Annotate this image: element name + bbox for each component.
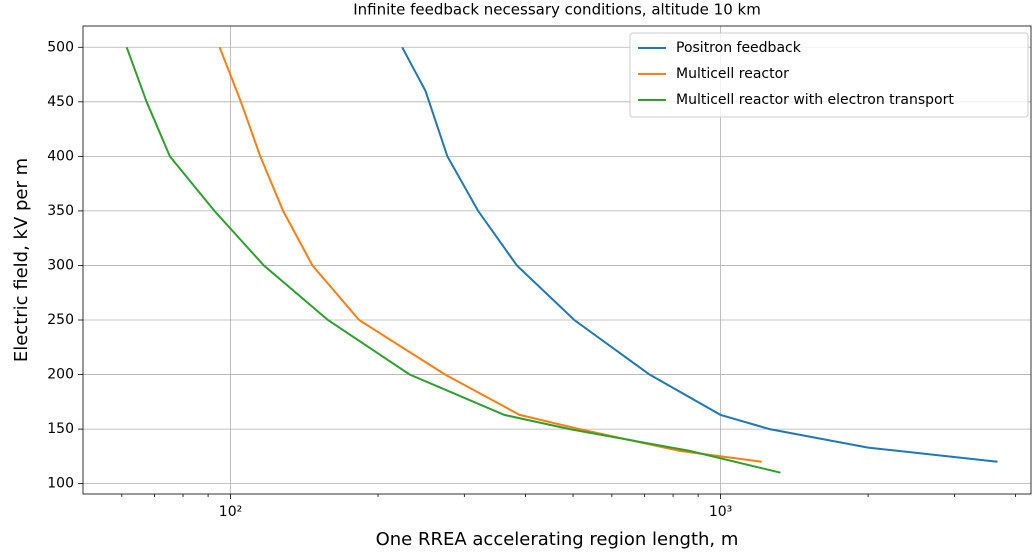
y-tick-label: 200 xyxy=(47,367,74,383)
y-tick-label: 100 xyxy=(47,476,74,492)
y-tick-label: 250 xyxy=(47,312,74,328)
y-tick-label: 300 xyxy=(47,257,74,273)
y-tick-label: 350 xyxy=(47,203,74,219)
x-axis-label: One RREA accelerating region length, m xyxy=(376,529,739,550)
line-series xyxy=(401,46,998,463)
y-axis-label: Electric field, kV per m xyxy=(11,158,32,362)
legend-label: Positron feedback xyxy=(676,40,802,56)
y-tick-label: 400 xyxy=(47,148,74,164)
y-tick-label: 150 xyxy=(47,421,74,437)
chart-title: Infinite feedback necessary conditions, … xyxy=(353,1,761,19)
legend-box xyxy=(629,32,1029,118)
line-series xyxy=(125,46,781,474)
plot-frame xyxy=(82,25,1032,495)
y-tick-label: 450 xyxy=(47,94,74,110)
y-tick-label: 500 xyxy=(47,39,74,55)
legend-label: Multicell reactor xyxy=(676,66,789,82)
legend: Positron feedback Multicell reactor Multic… xyxy=(629,32,1029,118)
legend-label: Multicell reactor with electron transpor… xyxy=(676,92,954,108)
x-tick-label: 10² xyxy=(219,504,242,520)
x-tick-label: 10³ xyxy=(709,504,732,520)
